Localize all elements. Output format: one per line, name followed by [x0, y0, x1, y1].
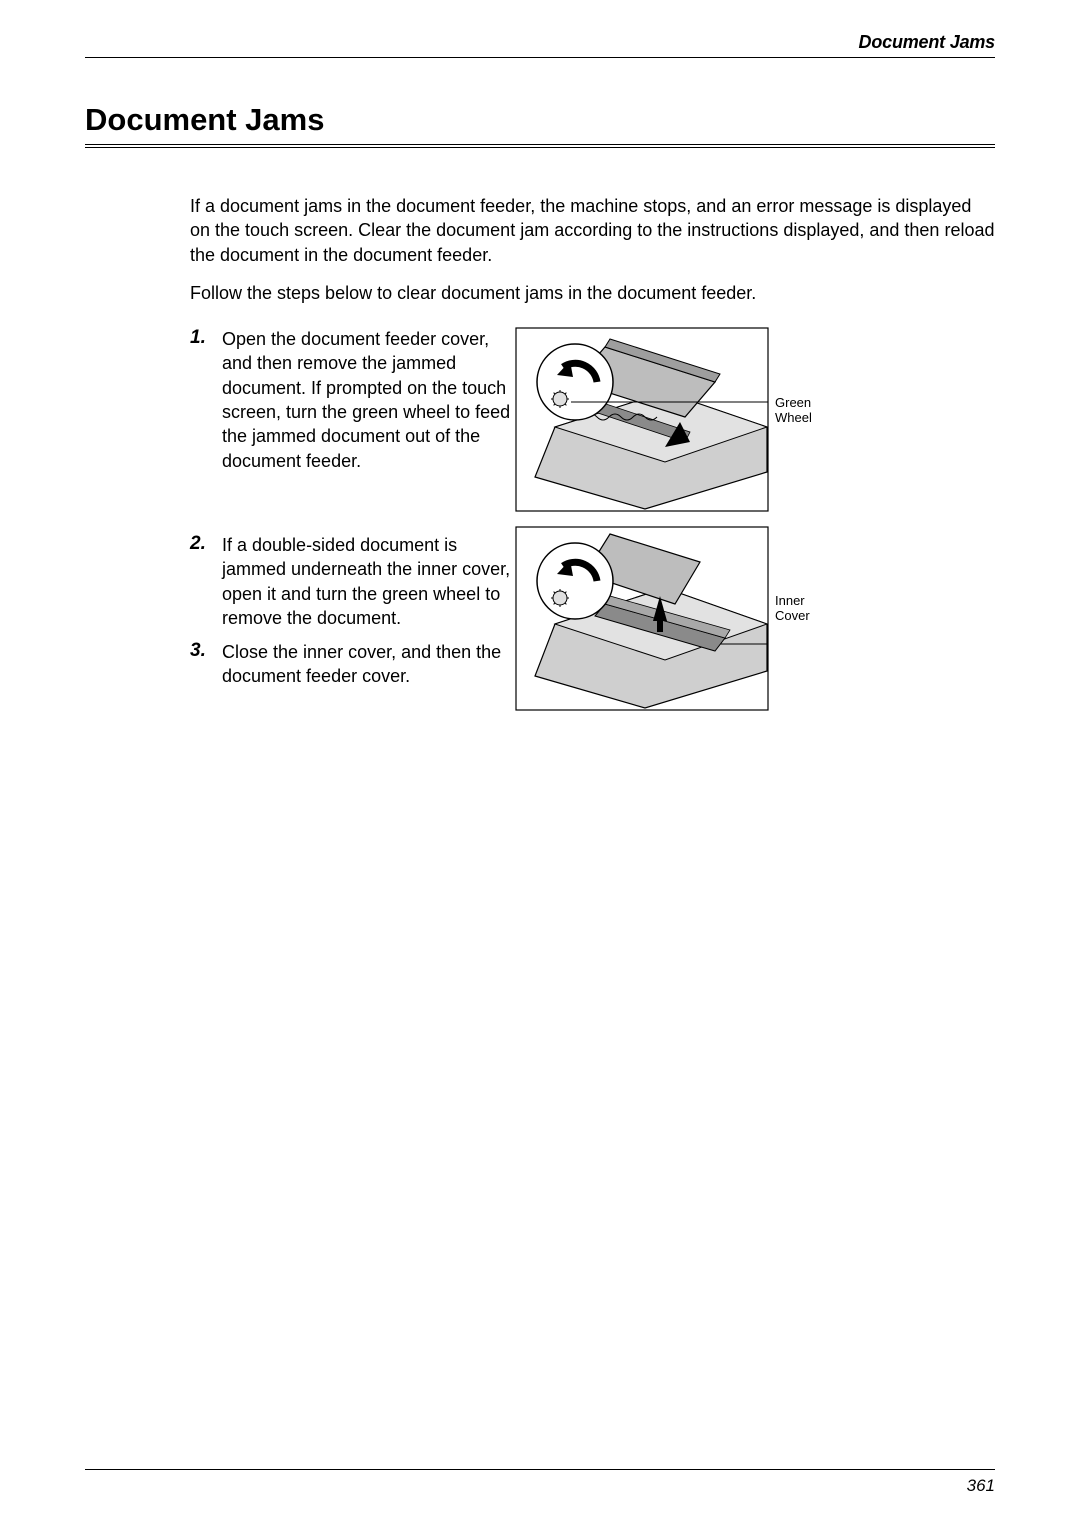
step-2-number: 2.: [190, 533, 206, 555]
steps-container: Green Wheel: [190, 327, 995, 689]
step-1-number: 1.: [190, 327, 206, 349]
intro-paragraph: If a document jams in the document feede…: [190, 194, 995, 267]
running-header: Document Jams: [85, 32, 995, 58]
step-2: 2. If a double-sided document is jammed …: [190, 533, 995, 630]
step-1-text: Open the document feeder cover, and then…: [222, 327, 512, 473]
step-3-text: Close the inner cover, and then the docu…: [222, 640, 512, 689]
page-title: Document Jams: [85, 102, 995, 148]
step-1: 1. Open the document feeder cover, and t…: [190, 327, 995, 473]
step-2-text: If a double-sided document is jammed und…: [222, 533, 512, 630]
follow-paragraph: Follow the steps below to clear document…: [190, 281, 995, 305]
step-3: 3. Close the inner cover, and then the d…: [190, 640, 995, 689]
page-number: 361: [967, 1476, 995, 1495]
step-3-number: 3.: [190, 640, 206, 662]
page-footer: 361: [85, 1469, 995, 1496]
page: Document Jams Document Jams If a documen…: [0, 0, 1080, 1528]
